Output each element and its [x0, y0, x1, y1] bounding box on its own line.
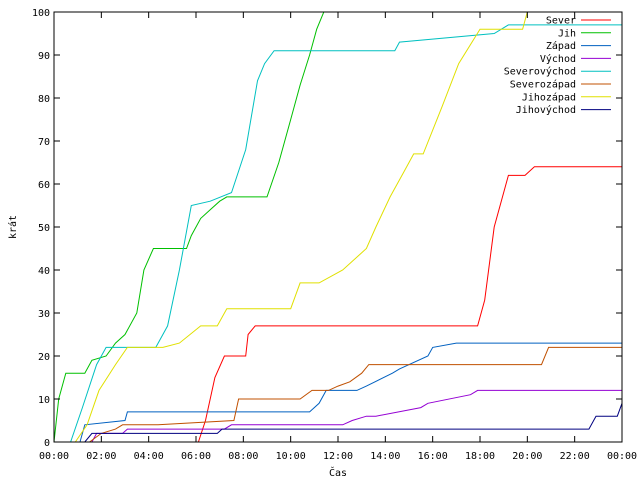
- legend: SeverJihZápadVýchodSeverovýchodSeverozáp…: [504, 16, 611, 116]
- tick-layer: 0 10 20 30 40 50 60 70 80 90 100 00:00 02:00 04:00 06:…: [32, 8, 637, 462]
- y-tick-label: 60: [38, 180, 50, 191]
- series-layer: [53, 11, 623, 443]
- legend-label: Východ: [540, 53, 576, 65]
- series-line-3: [54, 342, 622, 443]
- y-tick-label: 10: [38, 395, 50, 406]
- legend-label: Jihovýchod: [516, 104, 576, 116]
- x-tick-label: 22:00: [560, 451, 590, 462]
- x-tick-label: 02:00: [86, 451, 116, 462]
- y-tick-label: 80: [38, 94, 50, 105]
- legend-label: Severozápad: [510, 79, 576, 91]
- legend-label: Jihozápad: [522, 91, 576, 103]
- y-tick-label: 50: [38, 223, 50, 234]
- series-line-1: [54, 166, 622, 443]
- y-tick-label: 0: [44, 438, 50, 449]
- x-tick-label: 14:00: [370, 451, 400, 462]
- y-axis-label: krát: [7, 215, 19, 239]
- x-axis-label: Čas: [329, 466, 347, 479]
- series-line-6: [54, 346, 622, 443]
- y-tick-label: 100: [32, 8, 50, 19]
- x-tick-label: 08:00: [228, 451, 258, 462]
- x-tick-label: 00:00: [39, 451, 69, 462]
- legend-label: Sever: [546, 16, 576, 27]
- series-line-7: [54, 11, 622, 443]
- legend-label: Severovýchod: [504, 66, 576, 78]
- x-tick-label: 06:00: [181, 451, 211, 462]
- y-tick-label: 90: [38, 51, 50, 62]
- y-tick-label: 20: [38, 352, 50, 363]
- y-tick-label: 70: [38, 137, 50, 148]
- series-line-2: [53, 11, 622, 443]
- x-tick-label: 00:00: [607, 451, 637, 462]
- series-line-5: [54, 24, 622, 443]
- series-line-4: [54, 389, 622, 443]
- y-tick-label: 30: [38, 309, 50, 320]
- x-tick-label: 16:00: [418, 451, 448, 462]
- x-tick-label: 10:00: [276, 451, 306, 462]
- x-tick-label: 04:00: [134, 451, 164, 462]
- x-tick-label: 12:00: [323, 451, 353, 462]
- x-tick-label: 18:00: [465, 451, 495, 462]
- legend-label: Jih: [558, 28, 576, 39]
- x-tick-label: 20:00: [512, 451, 542, 462]
- series-line-8: [54, 403, 623, 443]
- y-tick-label: 40: [38, 266, 50, 277]
- legend-label: Západ: [546, 40, 576, 52]
